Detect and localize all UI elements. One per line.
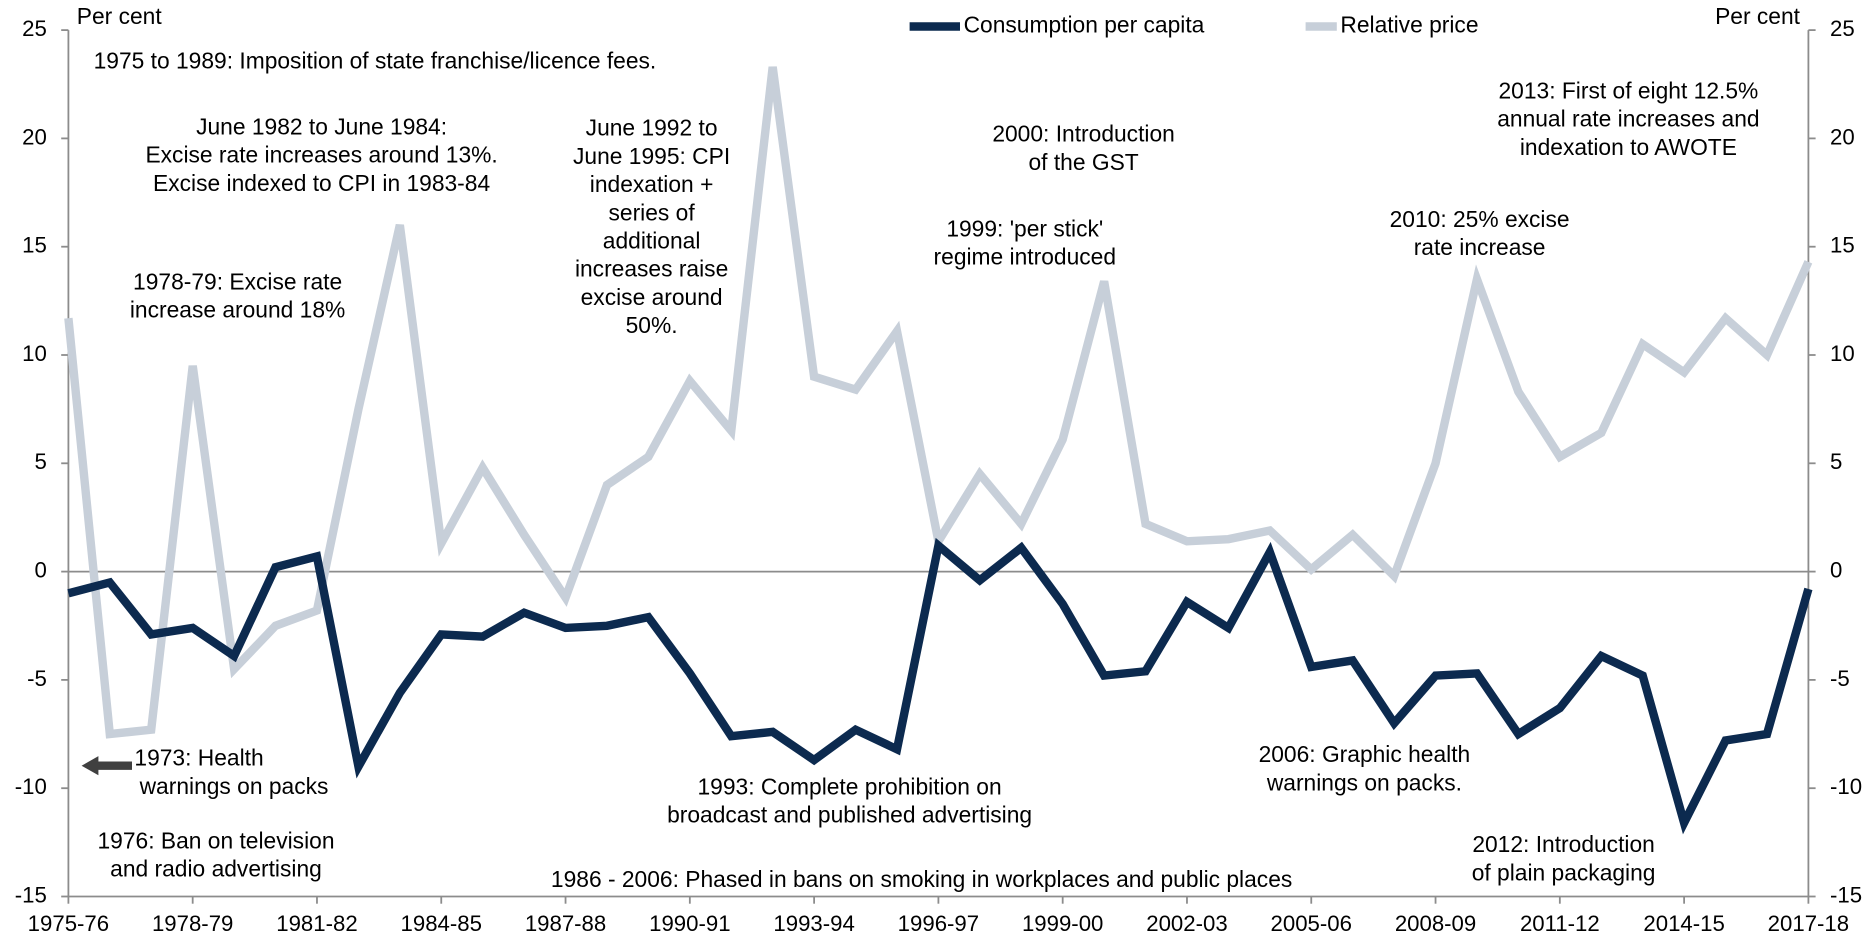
- y-tick-label: -15: [15, 882, 47, 907]
- x-tick-label: 1984-85: [401, 911, 482, 935]
- annotation: 1973: Health: [134, 745, 263, 771]
- y2-tick-label: 25: [1830, 16, 1855, 41]
- x-tick-label: 2002-03: [1146, 911, 1227, 935]
- legend-label: Consumption per capita: [964, 12, 1205, 38]
- annotation: June 1992 to: [586, 115, 718, 141]
- y-tick-label: 10: [22, 341, 47, 366]
- annotation: excise around: [581, 284, 723, 310]
- x-tick-label: 1996-97: [898, 911, 979, 935]
- annotation: 2000: Introduction: [992, 121, 1175, 147]
- annotation: Excise rate increases around 13%.: [145, 142, 497, 168]
- x-tick-label: 2005-06: [1271, 911, 1352, 935]
- y2-tick-label: -5: [1830, 666, 1850, 691]
- annotation: June 1982 to June 1984:: [196, 114, 447, 140]
- annotation: and radio advertising: [110, 856, 322, 882]
- annotation: warnings on packs: [139, 773, 329, 799]
- y2-tick-label: 15: [1830, 233, 1855, 258]
- annotation: increases raise: [575, 256, 728, 282]
- annotation: 1978-79: Excise rate: [133, 268, 342, 294]
- x-tick-label: 1978-79: [152, 911, 233, 935]
- annotation: 1993: Complete prohibition on: [698, 774, 1002, 800]
- annotation: June 1995: CPI: [573, 143, 730, 169]
- arrow-head: [81, 756, 99, 776]
- y-tick-label: 20: [22, 124, 47, 149]
- x-tick-label: 1990-91: [649, 911, 730, 935]
- annotation: 50%.: [626, 312, 678, 338]
- y2-tick-label: 5: [1830, 449, 1842, 474]
- annotation: 2006: Graphic health: [1259, 741, 1471, 767]
- y2-tick-label: 0: [1830, 557, 1842, 582]
- annotation: additional: [603, 228, 701, 254]
- annotation: 1986 - 2006: Phased in bans on smoking i…: [551, 866, 1292, 892]
- x-tick-label: 2008-09: [1395, 911, 1476, 935]
- legend-label: Relative price: [1340, 12, 1478, 38]
- x-tick-label: 1993-94: [773, 911, 854, 935]
- annotation: of plain packaging: [1472, 859, 1656, 885]
- annotation: Excise indexed to CPI in 1983-84: [153, 170, 490, 196]
- annotation: regime introduced: [934, 244, 1116, 270]
- annotation: annual rate increases and: [1497, 106, 1759, 132]
- annotation: 2012: Introduction: [1472, 831, 1655, 857]
- x-tick-label: 1981-82: [276, 911, 357, 935]
- annotation: series of: [609, 199, 696, 225]
- y2-tick-label: -15: [1830, 882, 1862, 907]
- y-tick-label: 25: [22, 16, 47, 41]
- annotation: 2013: First of eight 12.5%: [1499, 78, 1759, 104]
- x-tick-label: 2014-15: [1643, 911, 1724, 935]
- x-tick-label: 1999-00: [1022, 911, 1103, 935]
- y2-tick-label: -10: [1830, 774, 1862, 799]
- x-tick-label: 1975-76: [28, 911, 109, 935]
- y-tick-label: 15: [22, 233, 47, 258]
- series-line: [67, 537, 1813, 835]
- annotation: broadcast and published advertising: [667, 802, 1032, 828]
- y-tick-label: -5: [27, 666, 47, 691]
- y2-tick-label: 10: [1830, 341, 1855, 366]
- y-tick-label: 5: [34, 449, 46, 474]
- y-tick-label: -10: [15, 774, 47, 799]
- annotation: rate increase: [1414, 234, 1546, 260]
- x-tick-label: 1987-88: [525, 911, 606, 935]
- annotation: indexation +: [590, 171, 714, 197]
- annotation: 2010: 25% excise: [1390, 206, 1570, 232]
- x-tick-label: 2011-12: [1520, 911, 1600, 935]
- annotation: increase around 18%: [130, 297, 345, 323]
- y-axis-label: Per cent: [77, 3, 163, 29]
- y2-tick-label: 20: [1830, 124, 1855, 149]
- x-tick-label: 2017-18: [1768, 911, 1849, 935]
- annotation: 1975 to 1989: Imposition of state franch…: [94, 48, 657, 74]
- annotation: warnings on packs.: [1266, 769, 1462, 795]
- annotation: indexation to AWOTE: [1520, 134, 1737, 160]
- annotation: 1999: 'per stick': [946, 216, 1103, 242]
- annotation: 1976: Ban on television: [97, 828, 334, 854]
- y2-axis-label: Per cent: [1715, 3, 1801, 29]
- annotation: of the GST: [1028, 149, 1138, 175]
- y-tick-label: 0: [34, 557, 46, 582]
